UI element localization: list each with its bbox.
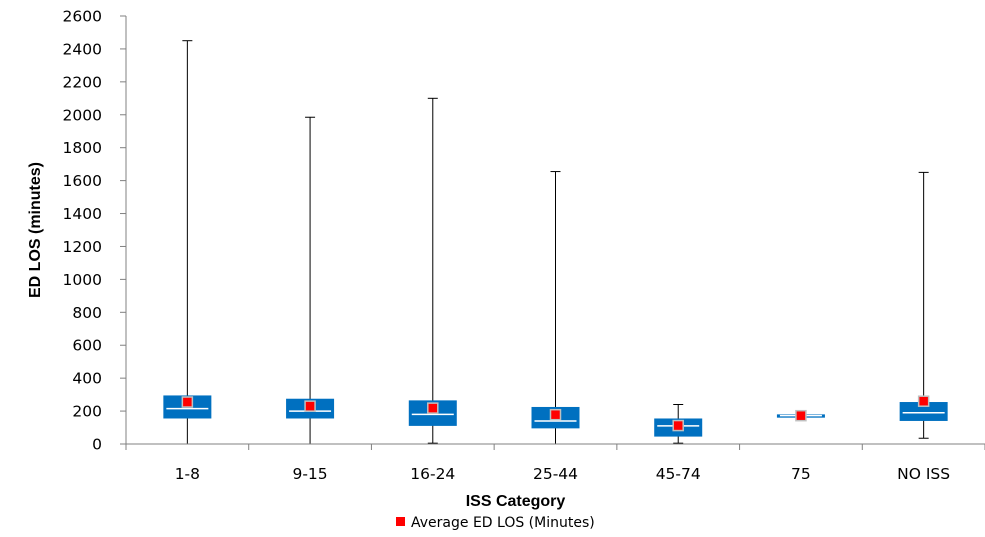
x-tick-label: 25-44 xyxy=(533,465,578,483)
x-tick-label: 16-24 xyxy=(410,465,455,483)
y-tick-label: 600 xyxy=(72,337,102,355)
mean-marker xyxy=(917,395,930,407)
mean-marker xyxy=(304,400,316,412)
y-tick-label: 800 xyxy=(72,304,102,322)
mean-marker xyxy=(795,409,807,422)
x-tick-label: 9-15 xyxy=(292,465,327,483)
y-tick-label: 2600 xyxy=(63,8,102,26)
y-axis-ticks: 0 200 400 600 800 1000 1200 1400 1600 1800 2000 220… xyxy=(63,8,126,454)
y-tick-label: 400 xyxy=(72,370,102,388)
x-tick-label: NO ISS xyxy=(897,465,950,483)
legend: Average ED LOS (Minutes) xyxy=(396,515,595,531)
legend-label: Average ED LOS (Minutes) xyxy=(411,515,595,531)
y-tick-label: 2400 xyxy=(63,40,102,58)
y-tick-label: 1600 xyxy=(63,172,102,190)
y-tick-label: 0 xyxy=(92,436,102,454)
iqr-box xyxy=(899,402,948,421)
box-group xyxy=(654,403,703,444)
box-group xyxy=(163,40,212,445)
mean-marker xyxy=(549,408,562,421)
box-group xyxy=(899,171,948,439)
y-tick-label: 1400 xyxy=(63,205,102,223)
plot-area xyxy=(163,40,948,445)
mean-marker xyxy=(427,402,439,414)
y-tick-label: 2200 xyxy=(63,73,102,91)
x-axis-ticks: 1-8 9-15 16-24 25-44 45-74 75 NO ISS xyxy=(125,444,985,483)
x-tick-label: 45-74 xyxy=(656,465,701,483)
mean-marker xyxy=(181,396,194,408)
y-tick-label: 200 xyxy=(72,403,102,421)
x-tick-label: 1-8 xyxy=(175,465,200,483)
x-tick-label: 75 xyxy=(791,465,811,483)
y-tick-label: 1800 xyxy=(63,139,102,157)
x-axis-title: ISS Category xyxy=(466,493,566,510)
box-group xyxy=(531,171,580,445)
y-tick-label: 2000 xyxy=(63,106,102,124)
box-group xyxy=(408,97,457,444)
legend-marker xyxy=(396,517,405,526)
y-tick-label: 1000 xyxy=(63,271,102,289)
box-group xyxy=(286,116,335,445)
y-tick-label: 1200 xyxy=(63,238,102,256)
y-axis-title: ED LOS (minutes) xyxy=(27,162,44,298)
box-group xyxy=(776,409,825,422)
mean-marker xyxy=(672,419,684,432)
